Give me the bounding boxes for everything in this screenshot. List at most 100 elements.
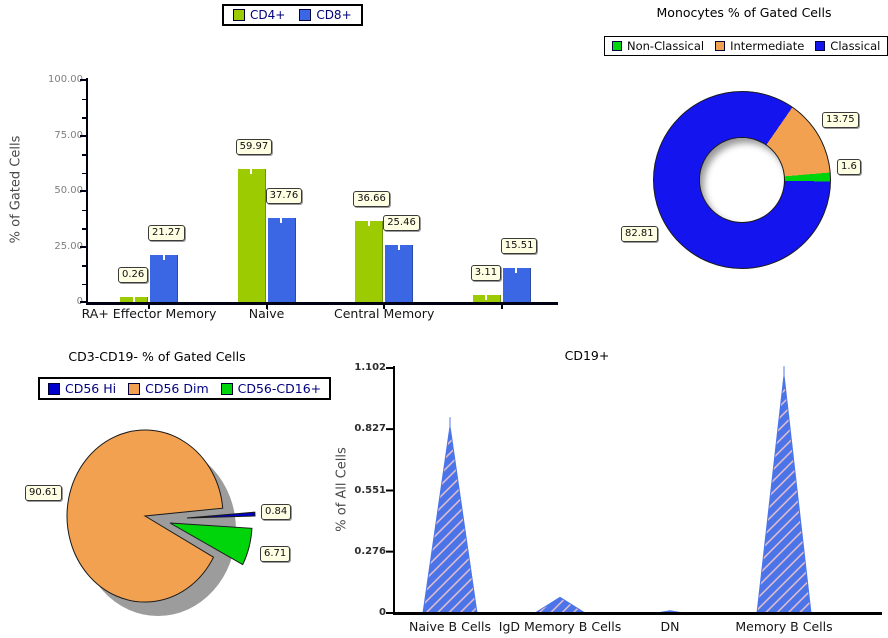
- y-tick-mark: [386, 550, 394, 553]
- legend-label-cd56-hi: CD56 Hi: [65, 381, 117, 396]
- y-minor-tick-mark: [82, 265, 86, 267]
- x-tick-mark: [148, 305, 150, 309]
- bar-cd4: [355, 220, 384, 302]
- bar-cd8: [385, 245, 414, 302]
- donut-hole: [699, 137, 785, 223]
- y-minor-tick-mark: [82, 228, 86, 230]
- legend-item-cd56-hi: CD56 Hi: [48, 381, 116, 396]
- y-tick-label: 0: [38, 296, 83, 307]
- pie-legend: CD56 Hi CD56 Dim CD56-CD16+: [38, 377, 332, 400]
- y-axis-line: [86, 78, 88, 304]
- x-axis-line: [86, 302, 558, 305]
- y-axis-line: [393, 366, 395, 615]
- legend-label-cd56-dim: CD56 Dim: [145, 381, 209, 396]
- legend-item-non-classical: Non-Classical: [612, 39, 704, 53]
- cd4-swatch-icon: [233, 9, 245, 21]
- y-tick-label: 75.00: [54, 129, 83, 141]
- donut-legend: Non-Classical Intermediate Classical: [604, 36, 888, 56]
- bar-value-callout: 21.27: [148, 224, 185, 241]
- bar-value-callout: 59.97: [235, 138, 273, 155]
- bar-top-tick: [162, 254, 165, 260]
- chart-title: CD3-CD19- % of Gated Cells: [68, 349, 246, 364]
- y-tick-label: 100.00: [48, 74, 83, 85]
- y-tick-mark: [80, 134, 86, 137]
- legend-item-classical: Classical: [815, 39, 880, 53]
- legend-item-cd8: CD8+: [299, 8, 352, 22]
- classical-swatch-icon: [815, 41, 826, 51]
- donut-value-callout: 82.81: [621, 226, 658, 242]
- bar-cd4: [472, 295, 501, 302]
- chart-title: Monocytes % of Gated Cells: [656, 5, 832, 20]
- legend-item-cd56-dim: CD56 Dim: [128, 381, 209, 396]
- bar-chart-legend: CD4+ CD8+: [222, 4, 363, 26]
- pie-slice-cd56-cd16: [169, 522, 253, 566]
- bar-value-callout: 0.26: [118, 267, 149, 283]
- non-classical-swatch-icon: [612, 41, 622, 51]
- bar-top-tick: [485, 295, 488, 301]
- bar-value-callout: 15.51: [500, 237, 538, 254]
- bar-value-callout: 37.76: [265, 188, 303, 205]
- y-minor-tick-mark: [82, 98, 86, 100]
- cd56-hi-swatch-icon: [48, 382, 60, 395]
- y-tick-mark: [386, 612, 394, 614]
- bar-top-tick: [515, 267, 518, 273]
- bar-cd4: [120, 297, 148, 302]
- bar-top-tick: [250, 168, 253, 174]
- category-label: Naive: [248, 306, 285, 321]
- x-axis-line: [393, 612, 882, 615]
- spike-1: [422, 426, 478, 614]
- category-label: Central Memory: [334, 306, 435, 321]
- legend-item-cd56-cd16: CD56-CD16+: [220, 381, 322, 396]
- y-minor-tick-mark: [82, 209, 86, 211]
- bar-cd4: [237, 168, 266, 302]
- y-tick-mark: [80, 190, 86, 192]
- y-tick-mark: [386, 428, 394, 431]
- y-minor-tick-mark: [82, 117, 86, 119]
- legend-item-cd4: CD4+: [233, 8, 285, 22]
- spike-2: [533, 596, 587, 614]
- y-tick-mark: [80, 301, 86, 303]
- cd56-dim-swatch-icon: [128, 382, 141, 395]
- bar-value-callout: 3.11: [470, 265, 502, 282]
- y-tick-mark: [80, 245, 86, 248]
- y-tick-mark: [386, 367, 394, 369]
- category-label: Naive B Cells: [409, 619, 491, 634]
- pie-value-callout: 90.61: [25, 485, 62, 501]
- y-tick-label: 1.102: [354, 362, 386, 373]
- pie-value-callout: 0.84: [261, 504, 292, 520]
- y-tick-label: 0.276: [354, 545, 386, 557]
- intermediate-swatch-icon: [715, 41, 726, 51]
- category-label: DN: [660, 619, 680, 634]
- pie-slice-cd56-hi: [186, 511, 256, 519]
- bar-cd8: [150, 254, 178, 302]
- bar-top-tick: [367, 220, 370, 226]
- spike-4: [756, 375, 812, 614]
- donut-value-callout: 13.75: [822, 112, 859, 128]
- y-minor-tick-mark: [82, 283, 86, 285]
- bar-top-tick: [132, 297, 135, 302]
- legend-label-intermediate: Intermediate: [730, 39, 805, 53]
- chart-title: CD19+: [564, 348, 610, 363]
- legend-label-cd8: CD8+: [316, 8, 352, 22]
- y-minor-tick-mark: [82, 154, 86, 156]
- y-tick-label: 0: [379, 607, 386, 618]
- legend-label-classical: Classical: [830, 39, 881, 53]
- donut-value-callout: 1.6: [837, 159, 861, 175]
- category-label: Memory B Cells: [735, 619, 833, 634]
- cd56-cd16-swatch-icon: [220, 382, 233, 395]
- legend-label-cd56-cd16: CD56-CD16+: [237, 381, 322, 396]
- pie-value-callout: 6.71: [260, 546, 291, 562]
- spike-plot: [386, 366, 882, 615]
- y-minor-tick-mark: [82, 172, 86, 174]
- cd8-swatch-icon: [299, 9, 312, 21]
- bar-value-callout: 25.46: [383, 215, 420, 232]
- bar-value-callout: 36.66: [353, 190, 390, 207]
- category-label: IgD Memory B Cells: [498, 619, 622, 634]
- y-tick-label: 50.00: [54, 185, 83, 196]
- y-tick-label: 0.827: [354, 423, 386, 435]
- x-tick-mark: [500, 305, 503, 309]
